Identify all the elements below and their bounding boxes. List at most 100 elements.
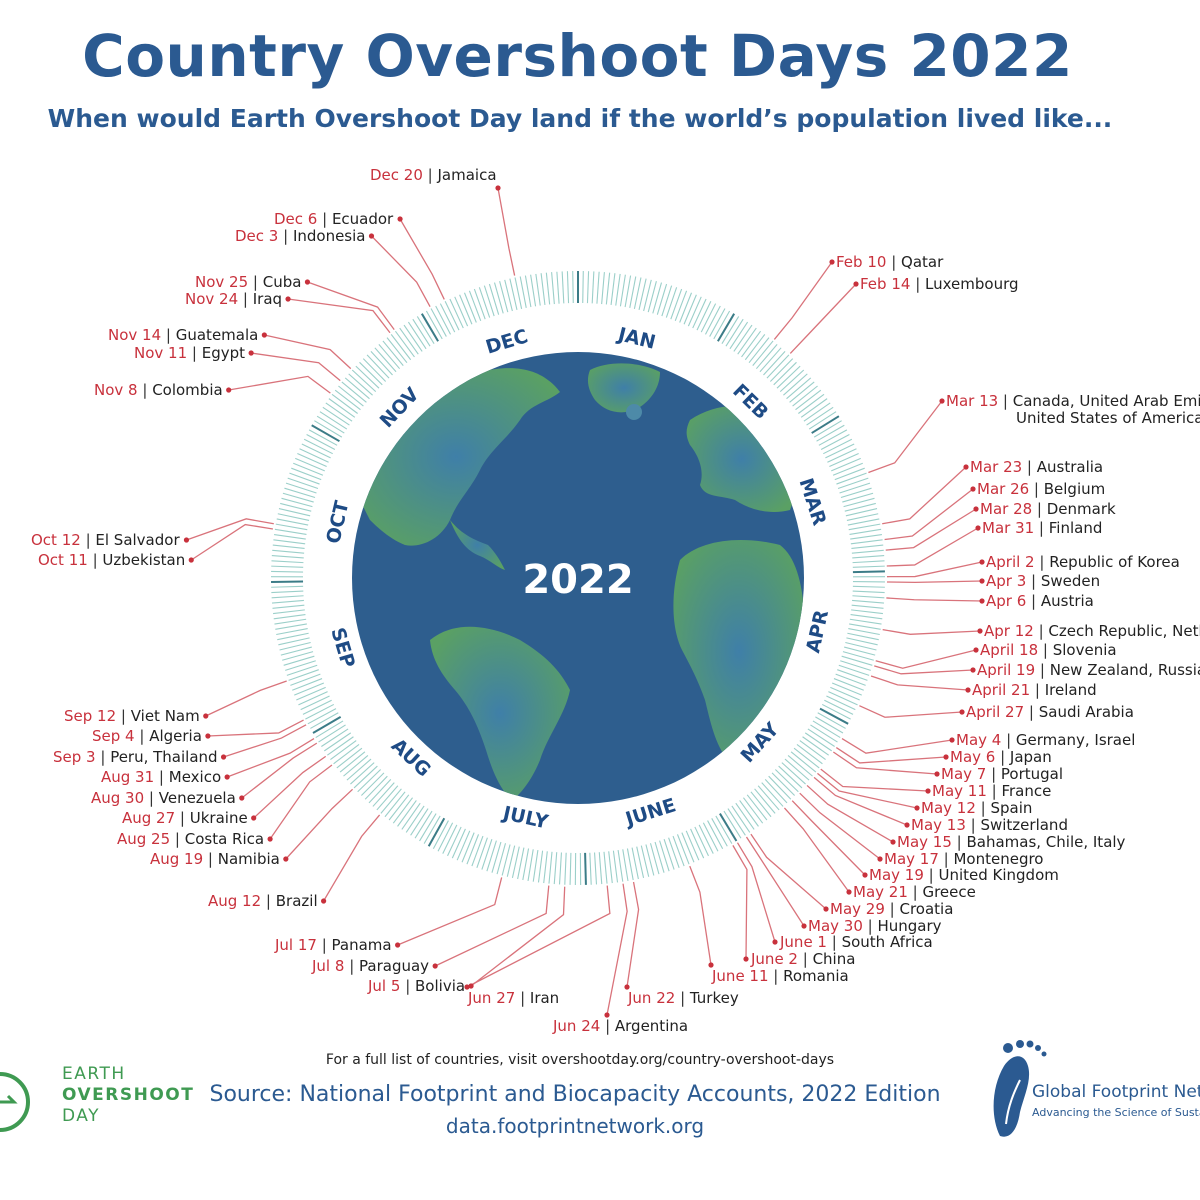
day-tick xyxy=(271,565,304,568)
label-separator: | xyxy=(278,227,293,245)
day-tick xyxy=(665,287,678,318)
day-tick xyxy=(755,343,778,370)
day-tick xyxy=(388,794,410,821)
day-tick xyxy=(647,281,657,313)
day-tick xyxy=(820,434,850,450)
label-separator: | xyxy=(1038,641,1053,659)
country-name: Colombia xyxy=(152,381,223,399)
overshoot-date: Apr 3 xyxy=(986,572,1026,590)
day-tick xyxy=(603,851,608,884)
day-tick xyxy=(852,585,885,588)
country-name: Bahamas, Chile, Italy xyxy=(966,833,1125,851)
leader-dot xyxy=(205,733,211,739)
country-label: Apr 6 | Austria xyxy=(986,592,1094,610)
country-name: Bolivia xyxy=(415,977,465,995)
leader-dot xyxy=(801,923,807,929)
overshoot-date: Jun 24 xyxy=(552,1017,600,1035)
leader-line xyxy=(859,705,963,718)
day-tick xyxy=(447,826,462,857)
day-tick xyxy=(461,832,475,863)
country-label-text: Nov 25 | Cuba xyxy=(195,273,301,291)
day-tick xyxy=(841,655,873,666)
day-tick xyxy=(852,599,885,604)
leader-dot xyxy=(321,898,327,904)
day-tick xyxy=(471,835,484,867)
label-separator: | xyxy=(939,850,954,868)
leader-dot xyxy=(943,754,949,760)
day-tick xyxy=(816,424,845,442)
day-tick xyxy=(803,402,831,422)
day-tick xyxy=(748,337,770,364)
day-tick xyxy=(725,318,744,347)
country-name: Algeria xyxy=(149,727,202,745)
overshoot-date: April 18 xyxy=(980,641,1038,659)
country-label: Mar 31 | Finland xyxy=(982,519,1102,537)
country-label-text: Sep 4 | Algeria xyxy=(92,727,202,745)
leader-line xyxy=(251,352,341,382)
day-tick xyxy=(845,508,878,517)
day-tick xyxy=(290,673,321,686)
eod-logo-line-2: OVERSHOOT xyxy=(62,1085,195,1105)
leader-line xyxy=(874,665,974,675)
day-tick xyxy=(306,434,336,450)
day-tick xyxy=(273,609,305,615)
day-tick xyxy=(840,487,872,499)
country-label: April 21 | Ireland xyxy=(972,681,1097,699)
overshoot-date: Nov 11 xyxy=(134,344,187,362)
country-label-text: Aug 30 | Venezuela xyxy=(91,789,236,807)
day-tick xyxy=(364,775,388,800)
overshoot-date: June 2 xyxy=(750,950,798,968)
country-label-text: Nov 24 | Iraq xyxy=(185,290,282,308)
day-tick xyxy=(423,815,441,844)
day-tick xyxy=(283,655,315,666)
leader-dot xyxy=(304,279,311,285)
day-tick xyxy=(808,411,837,430)
footprint-icon xyxy=(993,1040,1047,1137)
day-tick xyxy=(769,358,794,382)
overshoot-date: Nov 24 xyxy=(185,290,238,308)
leader-dot xyxy=(829,259,835,265)
label-separator: | xyxy=(317,210,332,228)
day-tick xyxy=(459,294,473,325)
day-tick xyxy=(757,785,780,811)
overshoot-date: Aug 12 xyxy=(208,892,261,910)
overshoot-date: Sep 3 xyxy=(53,748,96,766)
day-tick xyxy=(466,834,480,865)
overshoot-date: Mar 28 xyxy=(980,500,1032,518)
day-tick xyxy=(556,271,560,304)
day-tick xyxy=(690,828,705,859)
leader-dot xyxy=(395,942,401,948)
footer-note: For a full list of countries, visit over… xyxy=(325,1052,835,1068)
country-label-text: May 6 | Japan xyxy=(950,748,1052,766)
overshoot-date: May 17 xyxy=(884,850,939,868)
label-separator: | xyxy=(1032,500,1047,518)
country-label-text: Mar 13 | Canada, United Arab Emirates, xyxy=(946,392,1200,410)
day-tick xyxy=(848,628,880,636)
day-tick xyxy=(818,429,848,446)
leader-dot xyxy=(464,984,470,990)
leader-dot xyxy=(283,856,289,862)
day-tick xyxy=(707,820,724,850)
leader-dot xyxy=(261,332,267,338)
footer-url-link[interactable]: data.footprintnetwork.org xyxy=(445,1114,705,1138)
label-separator: | xyxy=(81,531,96,549)
leader-line xyxy=(470,886,566,987)
day-tick xyxy=(444,301,460,331)
day-tick xyxy=(321,728,349,747)
overshoot-date: April 2 xyxy=(986,553,1035,571)
label-separator: | xyxy=(187,344,202,362)
day-tick xyxy=(702,822,719,852)
leader-line xyxy=(226,738,315,778)
overshoot-date: May 12 xyxy=(921,799,976,817)
overshoot-date: Jul 5 xyxy=(367,977,400,995)
day-tick xyxy=(774,769,799,793)
leader-line xyxy=(882,628,981,635)
day-tick xyxy=(843,497,875,508)
day-tick xyxy=(617,849,624,882)
day-tick xyxy=(302,699,332,715)
day-tick xyxy=(506,845,516,877)
day-tick xyxy=(277,632,309,641)
day-tick xyxy=(636,846,645,879)
country-label: May 13 | Switzerland xyxy=(911,816,1068,834)
leader-line xyxy=(806,784,894,843)
